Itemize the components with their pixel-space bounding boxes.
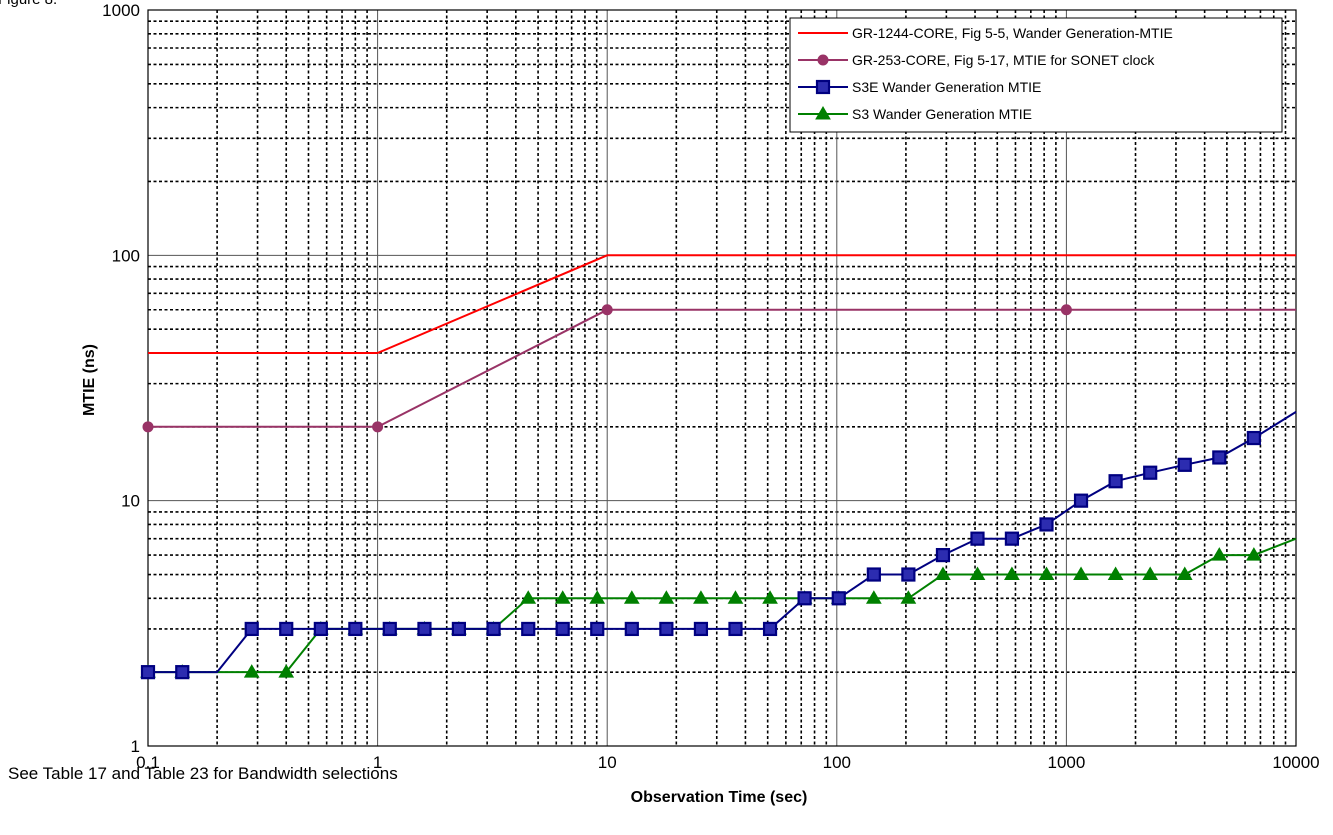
data-point-square <box>935 547 951 563</box>
data-point-triangle <box>1142 566 1159 581</box>
series-line <box>148 537 1297 674</box>
data-point-triangle <box>762 590 778 604</box>
x-tick-label: 10000 <box>1272 753 1319 772</box>
data-point-square <box>590 621 605 637</box>
data-point-triangle <box>658 590 675 604</box>
series-line <box>148 308 1296 428</box>
data-point-square <box>728 621 743 637</box>
y-tick-label: 100 <box>112 246 140 265</box>
data-point-square <box>901 567 916 582</box>
series-line <box>148 411 1297 674</box>
data-point-triangle <box>278 664 295 678</box>
data-point-square <box>1246 430 1261 446</box>
data-point-square <box>451 621 467 637</box>
series-triangle-3 <box>140 537 1297 678</box>
data-point-triangle <box>1073 566 1089 581</box>
data-point-triangle <box>243 664 260 678</box>
data-point-square <box>624 621 639 637</box>
data-point-square <box>555 621 570 637</box>
data-point-square <box>279 621 294 637</box>
data-point-square <box>1039 517 1054 532</box>
chart-legend: GR-1244-CORE, Fig 5-5, Wander Generation… <box>789 17 1283 133</box>
y-axis-label: MTIE (ns) <box>81 344 98 416</box>
data-point-square <box>815 79 831 95</box>
data-point-triangle <box>623 590 640 604</box>
data-point-triangle <box>554 590 571 604</box>
chart-grid <box>147 9 1297 747</box>
data-point-circle <box>142 421 154 433</box>
x-tick-label: 100 <box>823 753 851 772</box>
series-circle-1 <box>142 304 1296 433</box>
data-point-triangle <box>1245 547 1262 561</box>
chart-series <box>140 254 1297 680</box>
x-axis-label: Observation Time (sec) <box>631 789 808 806</box>
data-point-triangle <box>935 566 951 581</box>
figure-caption-partial: Figure 8. <box>0 0 57 8</box>
data-point-triangle <box>1107 566 1124 581</box>
data-point-triangle <box>1211 547 1228 561</box>
data-point-square <box>244 621 259 637</box>
legend-item: S3 Wander Generation MTIE <box>798 106 1032 122</box>
data-point-square <box>521 621 536 637</box>
data-point-square <box>175 665 190 680</box>
data-point-square <box>1143 465 1158 480</box>
data-point-square <box>866 567 881 582</box>
legend-box <box>789 17 1283 133</box>
legend-item: S3E Wander Generation MTIE <box>798 79 1041 95</box>
data-point-square <box>797 591 812 606</box>
data-point-circle <box>372 421 384 433</box>
data-point-square <box>1073 493 1089 508</box>
data-point-triangle <box>969 566 986 581</box>
data-point-square <box>1212 450 1227 465</box>
data-point-square <box>1177 457 1192 472</box>
data-point-triangle <box>589 590 606 604</box>
data-point-triangle <box>520 590 537 604</box>
data-point-square <box>1004 531 1020 546</box>
data-point-square <box>831 591 846 606</box>
data-point-triangle <box>815 106 831 120</box>
data-point-triangle <box>1176 566 1193 581</box>
series-line <box>148 254 1296 354</box>
legend-item: GR-1244-CORE, Fig 5-5, Wander Generation… <box>798 25 1173 41</box>
data-point-square <box>140 665 156 680</box>
series-square-2 <box>140 411 1297 680</box>
data-point-triangle <box>900 590 917 604</box>
data-point-square <box>762 621 778 637</box>
plot-area-border <box>147 9 1297 747</box>
legend-label: GR-1244-CORE, Fig 5-5, Wander Generation… <box>852 25 1173 41</box>
data-point-circle <box>1060 304 1072 316</box>
x-tick-label: 0.1 <box>136 753 160 772</box>
data-point-triangle <box>1004 566 1020 581</box>
x-tick-label: 10 <box>598 753 617 772</box>
legend-label: S3E Wander Generation MTIE <box>852 79 1041 95</box>
data-point-triangle <box>1038 566 1055 581</box>
data-point-square <box>1108 474 1123 489</box>
data-point-square <box>348 621 363 637</box>
data-point-triangle <box>865 590 882 604</box>
y-tick-label: 1000 <box>102 1 140 20</box>
series-none-0 <box>148 254 1296 354</box>
legend-label: S3 Wander Generation MTIE <box>852 106 1032 122</box>
legend-label: GR-253-CORE, Fig 5-17, MTIE for SONET cl… <box>852 52 1155 68</box>
data-point-square <box>970 531 985 546</box>
data-point-square <box>486 621 501 637</box>
data-point-circle <box>817 54 829 66</box>
data-point-square <box>313 621 328 637</box>
y-tick-label: 10 <box>121 492 140 511</box>
bandwidth-note: See Table 17 and Table 23 for Bandwidth … <box>8 764 398 783</box>
data-point-square <box>693 621 709 637</box>
data-point-square <box>659 621 674 637</box>
x-tick-label: 1000 <box>1047 753 1085 772</box>
data-point-triangle <box>727 590 744 604</box>
data-point-triangle <box>693 590 709 604</box>
data-point-circle <box>601 304 613 316</box>
legend-item: GR-253-CORE, Fig 5-17, MTIE for SONET cl… <box>798 52 1155 68</box>
data-point-square <box>382 621 397 637</box>
data-point-square <box>417 621 432 637</box>
y-tick-label: 1 <box>131 737 140 756</box>
x-tick-label: 1 <box>373 753 382 772</box>
